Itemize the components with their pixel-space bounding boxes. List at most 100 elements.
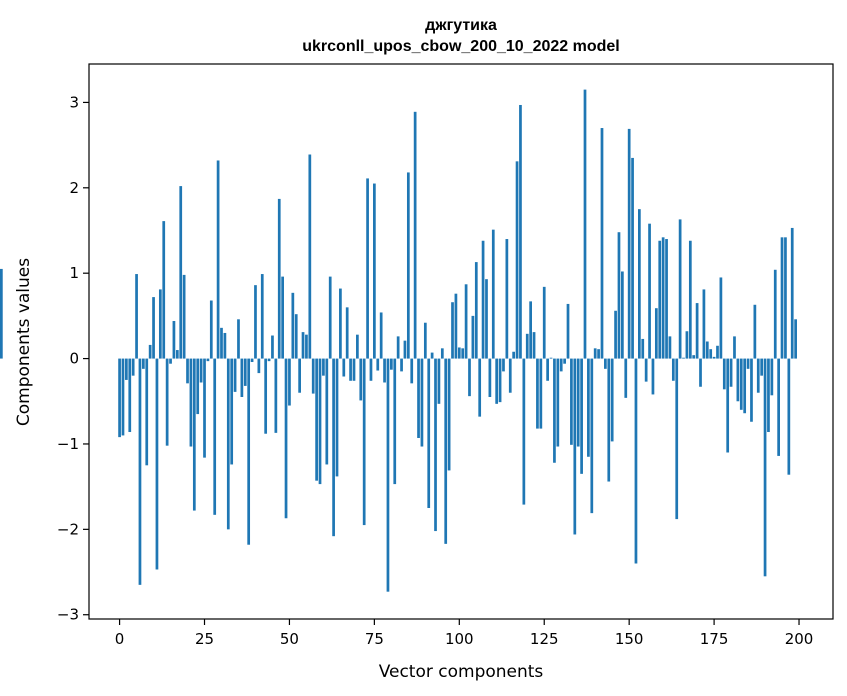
bar xyxy=(658,240,662,359)
bar xyxy=(770,358,774,396)
bar xyxy=(125,358,128,380)
bar xyxy=(671,358,675,381)
bar xyxy=(196,358,200,415)
bar xyxy=(736,358,740,402)
bar xyxy=(651,358,655,395)
bar xyxy=(226,358,230,530)
bar xyxy=(305,334,308,359)
bar xyxy=(216,160,220,359)
bar xyxy=(335,358,339,477)
bar xyxy=(315,358,318,481)
bar xyxy=(379,312,383,359)
bar xyxy=(284,358,288,519)
bar xyxy=(386,358,390,592)
bar xyxy=(702,289,706,359)
bar xyxy=(301,332,305,359)
x-tick-label: 50 xyxy=(280,630,299,648)
bar xyxy=(756,358,760,393)
bar xyxy=(542,286,546,359)
bar xyxy=(291,292,295,359)
x-tick-label: 175 xyxy=(700,630,729,648)
y-axis-ticks: −3 −2 −1 0 1 2 3 xyxy=(57,93,89,624)
bar xyxy=(230,358,234,465)
bar xyxy=(400,358,403,372)
bar xyxy=(148,344,152,359)
bar xyxy=(705,341,709,359)
bar xyxy=(607,358,611,482)
bar xyxy=(182,274,186,359)
bar xyxy=(570,358,573,445)
bar xyxy=(423,322,427,359)
bar xyxy=(206,358,210,362)
bar xyxy=(172,321,176,359)
bar xyxy=(199,358,203,383)
bar xyxy=(515,161,519,359)
bar xyxy=(665,239,668,359)
bar xyxy=(240,358,244,397)
bar xyxy=(512,351,516,359)
bar xyxy=(474,262,478,359)
bar xyxy=(729,358,733,387)
bar xyxy=(237,319,240,359)
bar xyxy=(688,240,692,359)
bar xyxy=(138,358,142,585)
bar xyxy=(383,358,386,383)
bar xyxy=(447,358,451,471)
bar xyxy=(627,128,631,359)
bar xyxy=(359,358,363,401)
bar xyxy=(267,358,271,362)
bar xyxy=(118,358,121,438)
bar xyxy=(349,358,352,381)
bar xyxy=(298,358,301,393)
bar xyxy=(709,349,713,359)
bar xyxy=(661,237,665,359)
bar xyxy=(461,348,465,359)
x-tick-label: 0 xyxy=(115,630,125,648)
bar xyxy=(457,347,461,359)
bar xyxy=(318,358,322,485)
bar xyxy=(576,358,580,447)
bar xyxy=(420,358,424,447)
x-tick-label: 100 xyxy=(445,630,474,648)
x-tick-label: 150 xyxy=(615,630,644,648)
bar xyxy=(179,186,183,359)
bar xyxy=(712,356,716,359)
bar xyxy=(597,349,600,359)
bar xyxy=(277,198,281,359)
bar xyxy=(563,358,566,364)
x-tick-label: 125 xyxy=(530,630,559,648)
bar xyxy=(726,358,730,453)
bar xyxy=(644,358,648,382)
bar xyxy=(165,358,169,446)
bar xyxy=(692,355,696,359)
bar xyxy=(471,315,475,359)
bar xyxy=(369,358,373,381)
bar xyxy=(393,358,397,485)
x-axis-label: Vector components xyxy=(379,662,544,682)
bar xyxy=(787,358,791,475)
bar xyxy=(192,358,196,511)
bar xyxy=(491,229,495,359)
bar xyxy=(498,358,502,403)
y-tick-label: −1 xyxy=(57,435,79,453)
bar xyxy=(223,332,227,359)
bar xyxy=(580,358,583,474)
bar xyxy=(162,221,166,359)
bar xyxy=(549,357,553,359)
bar xyxy=(678,219,682,359)
bar xyxy=(614,310,617,359)
bar xyxy=(451,302,454,359)
bar xyxy=(777,358,780,456)
bar xyxy=(254,285,257,359)
y-tick-label: 2 xyxy=(69,179,79,197)
bar xyxy=(417,358,420,438)
plot-area-frame xyxy=(88,63,834,620)
bar xyxy=(624,358,628,398)
bar xyxy=(631,157,634,359)
bar xyxy=(406,172,410,359)
bar xyxy=(233,358,237,392)
bar xyxy=(468,358,471,397)
bar xyxy=(454,293,458,359)
bar xyxy=(733,336,736,359)
